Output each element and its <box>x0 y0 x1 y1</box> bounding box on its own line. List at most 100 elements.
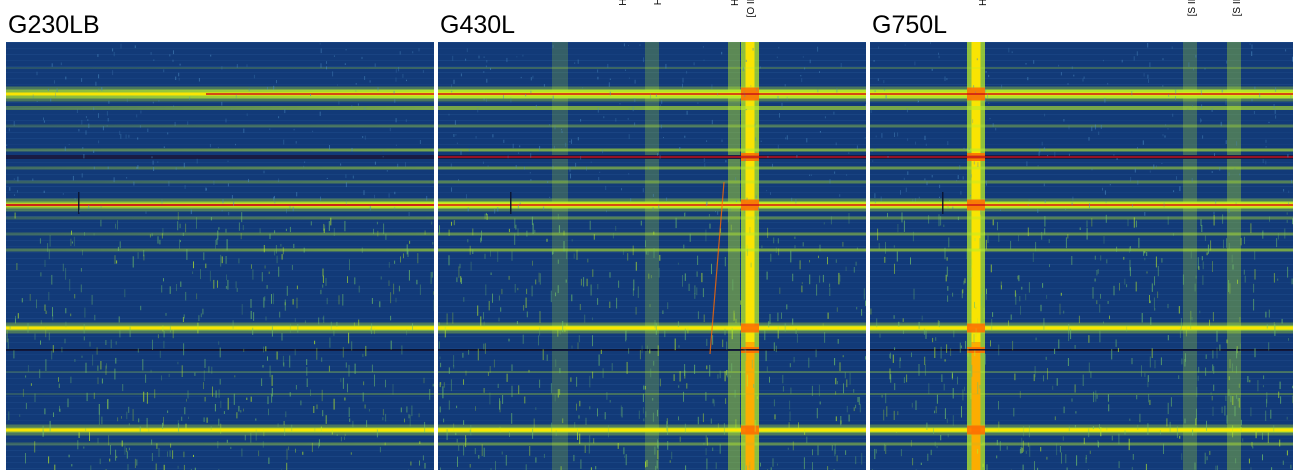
noise-speck <box>126 411 128 420</box>
noise-speck <box>137 348 139 353</box>
noise-speck <box>655 94 657 97</box>
noise-speck <box>1254 348 1256 358</box>
noise-speck <box>784 323 786 332</box>
emission-peak <box>967 425 985 435</box>
noise-speck <box>117 417 119 422</box>
noise-speck <box>410 461 412 466</box>
noise-speck <box>179 223 181 229</box>
noise-speck <box>1011 51 1013 54</box>
noise-speck <box>340 436 342 442</box>
noise-speck <box>970 195 971 197</box>
noise-speck <box>966 355 968 363</box>
noise-speck <box>255 429 257 441</box>
noise-speck <box>240 410 242 413</box>
background-stripe <box>870 360 1293 361</box>
noise-speck <box>746 244 748 251</box>
noise-speck <box>694 364 696 374</box>
noise-speck <box>14 212 16 219</box>
noise-speck <box>1229 283 1231 294</box>
noise-speck <box>404 418 405 423</box>
noise-speck <box>1037 467 1039 470</box>
noise-speck <box>1000 285 1002 290</box>
noise-speck <box>177 212 179 221</box>
background-stripe <box>870 276 1293 277</box>
noise-speck <box>25 402 27 410</box>
noise-speck <box>349 259 350 271</box>
background-stripe <box>438 246 866 247</box>
noise-speck <box>848 414 850 422</box>
noise-speck <box>48 291 50 301</box>
noise-speck <box>350 452 352 455</box>
noise-speck <box>440 362 442 368</box>
noise-speck <box>589 406 591 410</box>
noise-speck <box>853 267 855 273</box>
noise-speck <box>827 466 829 470</box>
noise-speck <box>1019 449 1021 454</box>
noise-speck <box>645 461 646 468</box>
noise-speck <box>330 321 332 330</box>
noise-speck <box>729 208 731 211</box>
background-stripe <box>438 306 866 307</box>
noise-speck <box>503 139 505 143</box>
noise-speck <box>861 452 863 465</box>
noise-speck <box>1178 306 1180 314</box>
noise-speck <box>789 400 791 410</box>
noise-speck <box>474 448 476 455</box>
noise-speck <box>947 295 949 302</box>
background-stripe <box>870 306 1293 307</box>
noise-speck <box>6 331 8 343</box>
background-stripe <box>6 78 434 79</box>
noise-speck <box>547 181 549 183</box>
noise-speck <box>870 109 872 114</box>
noise-speck <box>511 413 513 424</box>
noise-speck <box>726 370 728 376</box>
background-stripe <box>6 72 434 73</box>
noise-speck <box>1133 56 1135 61</box>
noise-speck <box>1037 209 1039 213</box>
noise-speck <box>580 278 582 286</box>
noise-speck <box>163 331 165 338</box>
noise-speck <box>896 251 898 262</box>
noise-speck <box>580 459 582 469</box>
noise-speck <box>490 272 492 275</box>
noise-speck <box>371 298 373 304</box>
noise-speck <box>505 455 507 466</box>
noise-speck <box>318 439 320 447</box>
noise-speck <box>56 88 58 93</box>
noise-speck <box>276 255 278 264</box>
noise-speck <box>1129 267 1131 277</box>
noise-speck <box>874 90 876 93</box>
noise-speck <box>1124 278 1126 285</box>
noise-speck <box>1014 290 1016 297</box>
noise-speck <box>269 365 271 378</box>
noise-speck <box>345 49 347 51</box>
noise-speck <box>85 428 87 432</box>
noise-speck <box>44 259 46 267</box>
noise-speck <box>115 341 117 345</box>
noise-speck <box>589 220 591 230</box>
noise-speck <box>741 48 742 50</box>
noise-speck <box>1063 406 1065 414</box>
noise-speck <box>338 101 340 105</box>
noise-speck <box>880 196 882 202</box>
noise-speck <box>248 178 249 183</box>
noise-speck <box>1232 425 1234 438</box>
noise-speck <box>552 249 554 255</box>
noise-speck <box>977 318 978 324</box>
noise-speck <box>874 448 876 460</box>
noise-speck <box>685 465 687 470</box>
noise-speck <box>1033 60 1035 64</box>
noise-speck <box>85 116 87 119</box>
continuum-band-core <box>438 326 866 330</box>
noise-speck <box>1049 264 1050 268</box>
noise-speck <box>1059 446 1061 453</box>
noise-speck <box>29 294 31 301</box>
noise-speck <box>102 126 104 131</box>
noise-speck <box>874 200 876 204</box>
noise-speck <box>39 369 41 379</box>
noise-speck <box>198 315 200 322</box>
noise-speck <box>642 188 644 193</box>
noise-speck <box>792 318 794 325</box>
noise-speck <box>1235 458 1237 464</box>
noise-speck <box>758 207 760 211</box>
